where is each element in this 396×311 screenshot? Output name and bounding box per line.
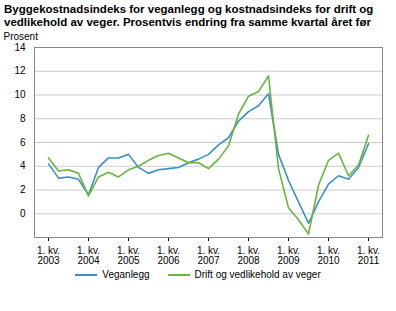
svg-text:0: 0	[20, 208, 26, 219]
svg-text:4: 4	[20, 160, 26, 171]
svg-text:14: 14	[14, 42, 26, 53]
svg-text:2: 2	[20, 184, 26, 195]
svg-text:1. kv.2007: 1. kv.2007	[197, 245, 220, 266]
svg-text:1. kv.2011: 1. kv.2011	[357, 245, 380, 266]
svg-text:1. kv.2006: 1. kv.2006	[157, 245, 180, 266]
svg-text:Prosent: Prosent	[4, 31, 39, 42]
svg-text:1. kv.2003: 1. kv.2003	[37, 245, 60, 266]
svg-text:12: 12	[14, 65, 26, 76]
svg-text:1. kv.2009: 1. kv.2009	[277, 245, 300, 266]
svg-text:8: 8	[20, 113, 26, 124]
svg-text:6: 6	[20, 137, 26, 148]
svg-text:1. kv.2008: 1. kv.2008	[237, 245, 260, 266]
svg-text:1. kv.2010: 1. kv.2010	[317, 245, 340, 266]
svg-text:10: 10	[14, 89, 26, 100]
svg-text:1. kv.2005: 1. kv.2005	[117, 245, 140, 266]
html-text:Drift og vedlikehold av veger: Drift og vedlikehold av veger	[194, 269, 321, 280]
html-text:Byggekostnadsindeks for veganl: Byggekostnadsindeks for veganlegg og kos…	[4, 3, 374, 28]
html-text:Veganlegg: Veganlegg	[102, 269, 150, 280]
svg-text:1. kv.2004: 1. kv.2004	[77, 245, 100, 266]
